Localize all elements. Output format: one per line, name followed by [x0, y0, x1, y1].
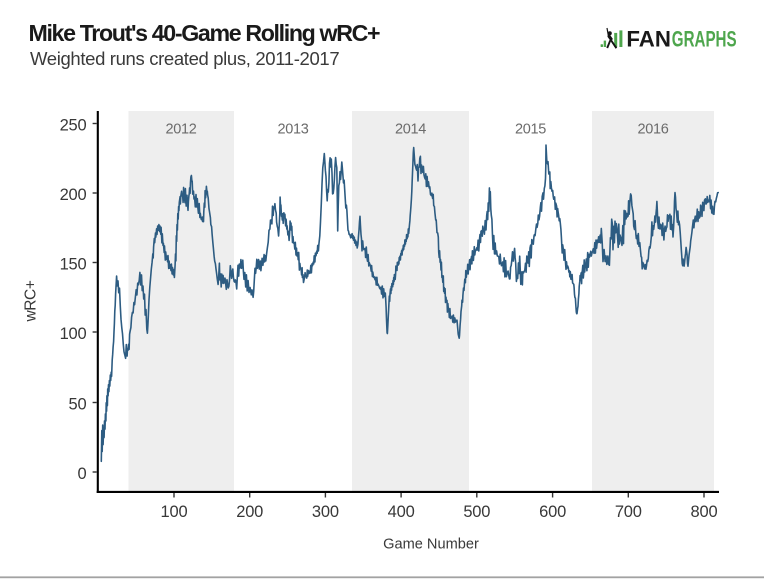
- svg-text:700: 700: [615, 503, 642, 521]
- svg-text:100: 100: [60, 325, 87, 343]
- svg-text:0: 0: [78, 465, 87, 483]
- svg-text:200: 200: [236, 503, 263, 521]
- svg-text:100: 100: [161, 503, 188, 521]
- svg-text:GRAPHS: GRAPHS: [672, 27, 737, 52]
- svg-text:300: 300: [312, 503, 339, 521]
- svg-text:500: 500: [463, 503, 490, 521]
- svg-text:400: 400: [388, 503, 415, 521]
- svg-text:2014: 2014: [395, 122, 426, 138]
- svg-text:800: 800: [691, 503, 718, 521]
- svg-text:2015: 2015: [515, 122, 546, 138]
- svg-text:250: 250: [60, 117, 87, 135]
- svg-text:2013: 2013: [277, 122, 308, 138]
- svg-text:50: 50: [69, 396, 87, 414]
- svg-text:2012: 2012: [165, 122, 196, 138]
- svg-text:FAN: FAN: [626, 27, 671, 52]
- svg-text:wRC+: wRC+: [23, 280, 40, 322]
- svg-text:200: 200: [60, 186, 87, 204]
- svg-text:2016: 2016: [637, 122, 668, 138]
- svg-text:Mike Trout's 40-Game Rolling w: Mike Trout's 40-Game Rolling wRC+: [29, 20, 381, 46]
- svg-text:600: 600: [539, 503, 566, 521]
- svg-text:Game Number: Game Number: [383, 536, 479, 552]
- svg-text:150: 150: [60, 256, 87, 274]
- svg-text:Weighted runs created plus, 20: Weighted runs created plus, 2011-2017: [30, 48, 339, 69]
